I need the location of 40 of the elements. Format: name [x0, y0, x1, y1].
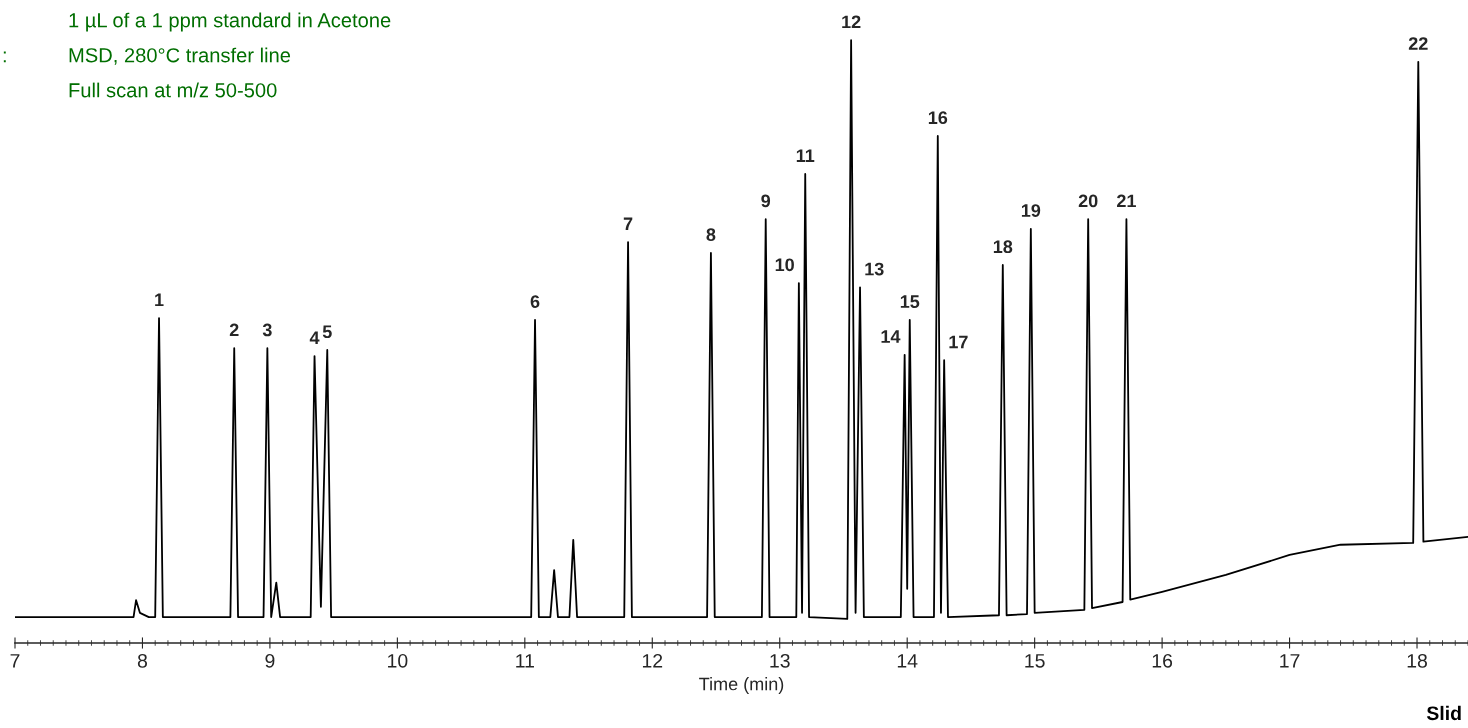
annotation: 15	[900, 295, 920, 308]
annotation: 6	[530, 295, 540, 308]
annotation: 3	[262, 323, 272, 337]
text: :	[3, 51, 6, 63]
x-tick-label: 18	[1407, 653, 1427, 668]
annotation: 2	[229, 323, 239, 337]
annotation: 11	[796, 149, 815, 162]
annotation: MSD, 280°C transfer line	[69, 47, 291, 65]
annotation: 17	[949, 335, 968, 349]
x-tick-label: 17	[1280, 654, 1300, 668]
annotation: 10	[775, 258, 794, 272]
annotation: 9	[761, 194, 771, 208]
annotation: 12	[842, 15, 861, 29]
annotation: 16	[928, 111, 948, 125]
text: Slid	[1426, 705, 1461, 721]
text: 1 µL of a 1 ppm standard in Acetone	[69, 12, 391, 32]
x-tick-label: 8	[137, 653, 148, 668]
x-tick-label: 7	[10, 654, 20, 668]
annotation: 5	[322, 325, 332, 339]
x-tick-label: 13	[770, 653, 790, 668]
annotation: 1	[155, 293, 164, 306]
annotation: 13	[865, 262, 884, 276]
annotation: 21	[1117, 194, 1136, 208]
annotation: 7	[623, 217, 633, 231]
annotation: Full scan at m/z 50-500	[69, 82, 277, 98]
x-tick-label: 15	[1025, 654, 1045, 668]
annotation: 14	[881, 330, 901, 343]
annotation: 4	[309, 331, 320, 344]
x-tick-label: 9	[265, 653, 275, 668]
x-tick-label: 12	[642, 653, 663, 668]
annotation: 20	[1078, 194, 1098, 208]
x-tick-label: 10	[388, 653, 408, 668]
x-tick-label: 14	[897, 654, 918, 668]
annotation: 19	[1021, 204, 1041, 217]
x-tick-label: 16	[1152, 653, 1173, 668]
x-axis-title: Time (min)	[699, 677, 784, 694]
x-tick-label: 11	[516, 654, 534, 668]
annotation: 8	[706, 228, 716, 242]
annotation: 22	[1408, 37, 1428, 50]
annotation: 18	[993, 240, 1013, 254]
